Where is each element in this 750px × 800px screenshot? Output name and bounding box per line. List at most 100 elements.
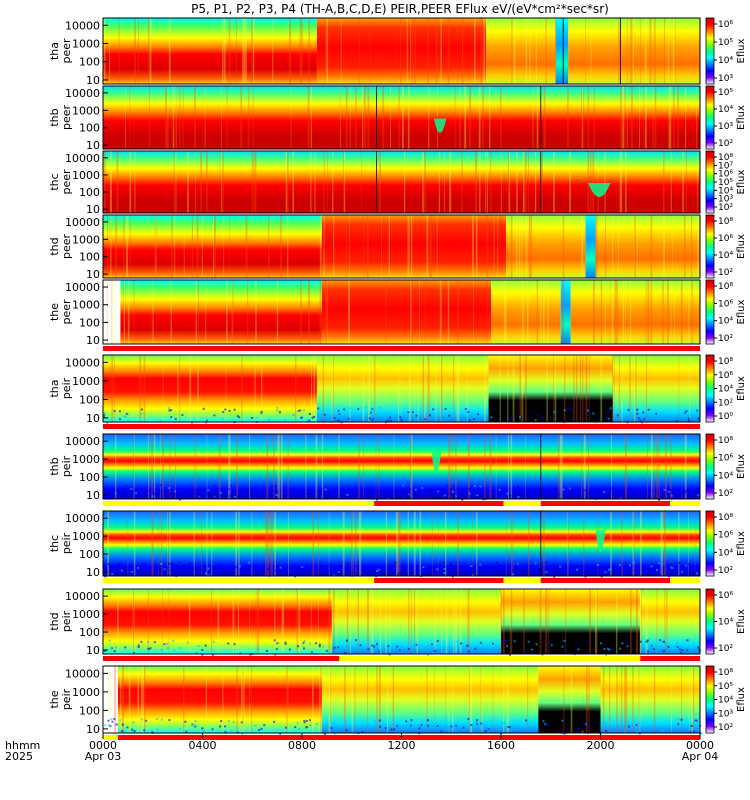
- noise-dot: [685, 410, 688, 413]
- colorbar-tick-label: 10⁶: [718, 20, 733, 30]
- noise-dot: [103, 411, 106, 414]
- noise-dot: [109, 647, 112, 650]
- texture-streak: [459, 589, 462, 654]
- noise-dot: [196, 488, 199, 491]
- noise-dot: [194, 725, 197, 728]
- texture-streak: [266, 434, 269, 499]
- texture-streak: [528, 215, 531, 278]
- texture-streak: [455, 589, 457, 654]
- mode-bar-segment-yellow: [339, 656, 641, 661]
- noise-dot: [672, 648, 675, 651]
- colorbar-label: Eflux: [736, 299, 747, 324]
- texture-streak: [395, 511, 398, 576]
- texture-streak: [342, 511, 345, 576]
- texture-streak: [486, 280, 488, 344]
- noise-dot: [332, 722, 335, 725]
- noise-dot: [338, 413, 341, 416]
- noise-dot: [375, 569, 378, 572]
- texture-streak: [516, 215, 518, 278]
- noise-dot: [607, 417, 610, 420]
- noise-dot: [124, 492, 127, 495]
- noise-dot: [688, 419, 691, 422]
- noise-dot: [431, 643, 434, 646]
- texture-streak: [430, 215, 432, 278]
- mode-bar-thd-peir: [103, 656, 700, 661]
- noise-dot: [354, 639, 357, 642]
- noise-dot: [414, 488, 417, 491]
- texture-streak: [188, 589, 191, 654]
- texture-streak: [527, 666, 529, 733]
- noise-dot: [450, 565, 453, 568]
- texture-streak: [459, 86, 461, 149]
- y-axis-label: thd: [48, 237, 61, 255]
- noise-dot: [436, 568, 439, 571]
- texture-streak: [427, 18, 429, 84]
- noise-dot: [213, 414, 216, 417]
- noise-dot: [113, 650, 116, 653]
- noise-dot: [194, 719, 197, 722]
- noise-dot: [368, 417, 371, 420]
- texture-streak: [466, 589, 468, 654]
- texture-streak: [332, 355, 334, 422]
- texture-streak: [469, 86, 470, 149]
- noise-dot: [403, 413, 406, 416]
- texture-streak: [618, 355, 620, 422]
- spectrogram-phase-gap: [560, 280, 571, 344]
- noise-dot: [142, 562, 145, 565]
- texture-streak: [336, 589, 338, 654]
- texture-streak: [536, 280, 539, 344]
- noise-dot: [438, 563, 441, 566]
- mode-bar-tha-peir: [103, 424, 700, 429]
- texture-streak: [410, 215, 413, 278]
- noise-dot: [228, 494, 231, 497]
- noise-dot: [680, 651, 683, 654]
- noise-dot: [585, 417, 588, 420]
- spectrogram-phase-ionblack: [488, 355, 613, 422]
- texture-streak: [162, 589, 163, 654]
- texture-streak: [286, 151, 289, 213]
- noise-dot: [693, 571, 696, 574]
- noise-dot: [371, 418, 374, 421]
- colorbar-label: Eflux: [736, 454, 747, 479]
- noise-dot: [479, 563, 482, 566]
- mode-bar-segment-red: [374, 578, 504, 583]
- x-tick-label: 2000: [587, 739, 615, 752]
- noise-dot: [588, 720, 591, 723]
- texture-streak: [408, 589, 410, 654]
- texture-streak: [583, 434, 586, 499]
- noise-dot: [195, 493, 198, 496]
- y-tick-label: 10: [86, 566, 100, 579]
- texture-streak: [653, 666, 656, 733]
- texture-streak: [193, 511, 195, 576]
- texture-streak: [639, 666, 641, 733]
- noise-dot: [159, 484, 162, 487]
- noise-dot: [260, 727, 263, 730]
- texture-streak: [422, 151, 424, 213]
- texture-streak: [223, 215, 225, 278]
- noise-dot: [509, 494, 512, 497]
- noise-dot: [357, 407, 360, 410]
- texture-streak: [625, 151, 627, 213]
- noise-dot: [496, 561, 499, 564]
- y-axis-label: peer: [60, 169, 73, 195]
- noise-dot: [694, 719, 697, 722]
- noise-dot: [587, 650, 590, 653]
- noise-dot: [137, 644, 140, 647]
- y-axis-label: peer: [60, 299, 73, 325]
- texture-streak: [604, 280, 606, 344]
- texture-streak: [147, 18, 150, 84]
- noise-dot: [629, 564, 632, 567]
- noise-dot: [439, 573, 442, 576]
- texture-streak: [385, 280, 387, 344]
- noise-dot: [609, 489, 612, 492]
- texture-streak: [512, 355, 515, 422]
- noise-dot: [167, 647, 170, 650]
- texture-streak: [535, 18, 538, 84]
- texture-streak: [137, 18, 139, 84]
- noise-dot: [695, 495, 698, 498]
- texture-streak: [454, 86, 456, 149]
- noise-dot: [185, 730, 188, 733]
- noise-dot: [265, 649, 268, 652]
- texture-streak: [374, 355, 376, 422]
- noise-dot: [537, 568, 540, 571]
